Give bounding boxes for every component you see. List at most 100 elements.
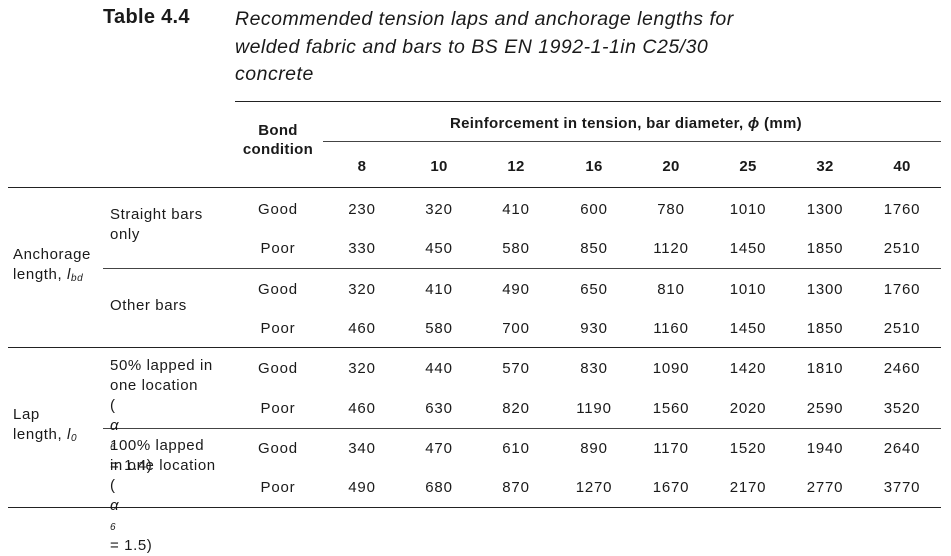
length-value-cell: 2460 — [883, 360, 921, 377]
header-text: (mm) — [764, 115, 802, 132]
length-value-cell: 1170 — [653, 440, 689, 457]
length-value-cell: 330 — [348, 240, 376, 257]
diameter-header: 32 — [816, 158, 834, 175]
subgroup-label: 50% lapped in one location (α 6 = 1.4) — [110, 356, 213, 476]
length-value-cell: 1090 — [652, 360, 690, 377]
alpha-symbol: α — [110, 497, 120, 514]
length-value-cell: 610 — [502, 440, 530, 457]
bond-condition-header: Bond condition — [243, 121, 313, 159]
alpha-value: = 1.5) — [110, 537, 153, 554]
diameter-header: 20 — [662, 158, 680, 175]
length-value-cell: 1520 — [729, 440, 767, 457]
symbol-subscript: 0 — [70, 433, 78, 444]
diameter-header: 12 — [507, 158, 525, 175]
header-rule — [8, 187, 941, 188]
length-value-cell: 410 — [502, 201, 530, 218]
length-value-cell: 320 — [425, 201, 453, 218]
length-value-cell: 460 — [348, 320, 376, 337]
alpha-value: = 1.4) — [110, 457, 153, 474]
length-value-cell: 1420 — [729, 360, 767, 377]
bond-condition-cell: Good — [258, 281, 298, 298]
subgroup-label: Straight bars only — [110, 205, 203, 245]
group-rule — [8, 347, 941, 348]
length-value-cell: 340 — [348, 440, 376, 457]
length-value-cell: 1940 — [806, 440, 844, 457]
length-value-cell: 2640 — [883, 440, 921, 457]
length-value-cell: 570 — [502, 360, 530, 377]
length-value-cell: 1450 — [729, 320, 767, 337]
length-value-cell: 1450 — [729, 240, 767, 257]
subgroup-label-text: one location — [110, 377, 199, 394]
length-value-cell: 1160 — [653, 320, 689, 337]
length-value-cell: 490 — [348, 479, 376, 496]
bond-condition-cell: Poor — [260, 320, 296, 337]
length-value-cell: 1300 — [806, 201, 844, 218]
phi-symbol: ϕ — [747, 115, 760, 132]
subgroup-rule — [103, 428, 941, 429]
length-value-cell: 3770 — [883, 479, 921, 496]
table-title-line: Recommended tension laps and anchorage l… — [235, 8, 734, 30]
length-value-cell: 1810 — [806, 360, 844, 377]
length-value-cell: 470 — [425, 440, 453, 457]
length-value-cell: 580 — [425, 320, 453, 337]
length-value-cell: 1850 — [806, 240, 844, 257]
length-value-cell: 2510 — [883, 240, 921, 257]
group-label-line: length, lbd — [13, 265, 91, 287]
group-label-text: Lap — [13, 406, 40, 423]
diameter-header: 40 — [893, 158, 911, 175]
length-value-cell: 440 — [425, 360, 453, 377]
symbol-l: l — [67, 266, 71, 283]
length-value-cell: 650 — [580, 281, 608, 298]
alpha-coefficient: (α 6 = 1.5) — [110, 476, 216, 556]
diameter-header: 10 — [430, 158, 448, 175]
length-value-cell: 460 — [348, 400, 376, 417]
length-value-cell: 1120 — [653, 240, 689, 257]
table-title-line: welded fabric and bars to BS EN 1992-1-1… — [235, 35, 709, 58]
top-rule — [235, 101, 941, 102]
length-value-cell: 2510 — [883, 320, 921, 337]
bottom-rule — [8, 507, 941, 508]
table-title-line: concrete — [235, 63, 314, 85]
length-value-cell: 810 — [657, 281, 685, 298]
symbol-subscript: bd — [70, 273, 84, 284]
length-value-cell: 850 — [580, 240, 608, 257]
length-value-cell: 1670 — [652, 479, 690, 496]
length-value-cell: 1760 — [883, 201, 921, 218]
length-value-cell: 1270 — [575, 479, 613, 496]
length-value-cell: 870 — [502, 479, 530, 496]
bond-condition-cell: Poor — [260, 479, 296, 496]
length-value-cell: 1760 — [883, 281, 921, 298]
header-subrule — [323, 141, 941, 142]
subgroup-label: 100% lapped in one location (α 6 = 1.5) — [110, 436, 216, 556]
group-label-line: length, l0 — [13, 425, 77, 447]
header-text: condition — [242, 141, 314, 158]
bond-condition-cell: Poor — [260, 400, 296, 417]
length-value-cell: 820 — [502, 400, 530, 417]
length-value-cell: 1190 — [576, 400, 612, 417]
bond-condition-cell: Poor — [260, 240, 296, 257]
alpha-subscript: 6 — [110, 442, 117, 453]
length-value-cell: 1010 — [729, 281, 767, 298]
length-value-cell: 2020 — [729, 400, 767, 417]
length-value-cell: 1850 — [806, 320, 844, 337]
alpha-coefficient: (α 6 = 1.4) — [110, 396, 213, 476]
alpha-symbol: α — [110, 417, 120, 434]
diameter-header: 25 — [739, 158, 757, 175]
table-title: Recommended tension laps and anchorage l… — [235, 6, 875, 89]
bond-condition-cell: Good — [258, 201, 298, 218]
header-text: Reinforcement in tension, bar diameter, — [450, 115, 744, 132]
subgroup-label-text: only — [110, 226, 140, 243]
length-value-cell: 3520 — [883, 400, 921, 417]
header-text: Bond — [258, 122, 298, 139]
length-value-cell: 680 — [425, 479, 453, 496]
length-value-cell: 630 — [425, 400, 453, 417]
diameter-header: 8 — [357, 158, 367, 175]
length-value-cell: 830 — [580, 360, 608, 377]
group-label-text: length, — [13, 426, 63, 443]
bond-condition-cell: Good — [258, 360, 298, 377]
subgroup-label-text: in one location — [110, 457, 216, 474]
length-value-cell: 230 — [348, 201, 376, 218]
bond-condition-cell: Good — [258, 440, 298, 457]
alpha-subscript: 6 — [110, 522, 117, 533]
length-value-cell: 450 — [425, 240, 453, 257]
